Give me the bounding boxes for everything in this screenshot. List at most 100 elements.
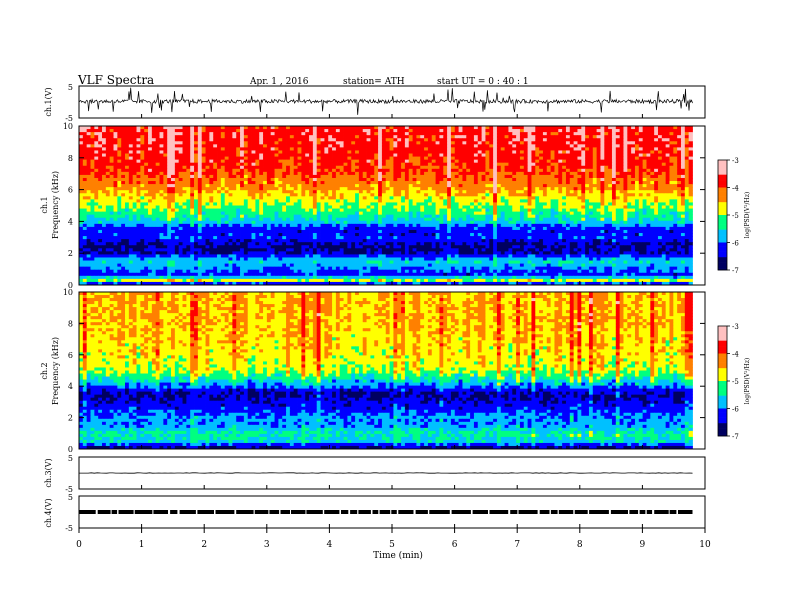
spectrogram-cell <box>374 129 379 133</box>
spectrogram-cell <box>82 174 88 179</box>
spectrogram-cell <box>470 193 475 197</box>
spectrogram-cell <box>673 141 678 145</box>
spectrogram-cell <box>128 129 134 133</box>
spectrogram-cell <box>79 187 84 191</box>
spectrogram-cell <box>608 196 613 200</box>
spectrogram-cell <box>316 162 321 167</box>
spectrogram-cell <box>401 202 406 206</box>
spectrogram-cell <box>374 159 379 164</box>
spectrogram-cell <box>592 217 598 222</box>
spectrogram-cell <box>535 168 540 173</box>
spectrogram-cell <box>634 211 640 216</box>
spectrogram-cell <box>504 217 509 222</box>
spectrogram-cell <box>416 205 421 209</box>
spectrogram-cell <box>163 141 168 145</box>
spectrogram-cell <box>90 177 95 182</box>
spectrogram-cell <box>109 220 114 225</box>
spectrogram-cell <box>646 147 651 151</box>
spectrogram-cell <box>424 214 429 219</box>
spectrogram-cell <box>358 135 364 139</box>
spectrogram-cell <box>619 174 624 179</box>
spectrogram-cell <box>94 144 99 148</box>
spectrogram-cell <box>167 196 172 200</box>
spectrogram-cell <box>374 187 379 191</box>
spectrogram-cell <box>416 141 421 145</box>
spectrogram-cell <box>366 217 371 222</box>
spectrogram-cell <box>255 202 260 206</box>
spectrogram-cell <box>301 196 306 200</box>
spectrogram-cell <box>512 214 517 219</box>
spectrogram-cell <box>485 202 490 206</box>
spectrogram-cell <box>596 214 601 219</box>
spectrogram-cell <box>197 208 203 213</box>
spectrogram-cell <box>615 181 621 185</box>
spectrogram-cell <box>634 193 640 197</box>
spectrogram-cell <box>201 153 206 157</box>
spectrogram-cell <box>117 205 122 209</box>
spectrogram-cell <box>297 177 302 182</box>
spectrogram-cell <box>82 193 88 197</box>
spectrogram-cell <box>355 174 360 179</box>
spectrogram-cell <box>600 187 605 191</box>
spectrogram-cell <box>516 168 521 173</box>
spectrogram-cell <box>117 165 122 170</box>
spectrogram-cell <box>431 129 436 133</box>
spectrogram-cell <box>634 144 640 148</box>
spectrogram-cell <box>684 162 690 167</box>
spectrogram-cell <box>167 174 172 179</box>
spectrogram-cell <box>151 159 157 164</box>
spectrogram-cell <box>404 202 410 206</box>
spectrogram-cell <box>182 159 187 164</box>
spectrogram-cell <box>213 147 218 151</box>
spectrogram-cell <box>397 199 402 203</box>
spectrogram-cell <box>404 171 410 176</box>
spectrogram-cell <box>654 156 659 161</box>
spectrogram-cell <box>113 147 118 151</box>
spectrogram-cell <box>458 193 463 197</box>
spectrogram-cell <box>174 199 180 203</box>
spectrogram-cell <box>343 205 348 209</box>
spectrogram-cell <box>144 156 149 161</box>
spectrogram-cell <box>661 214 667 219</box>
spectrogram-cell <box>677 217 682 222</box>
spectrogram-cell <box>516 153 521 157</box>
spectrogram-cell <box>266 162 272 167</box>
spectrogram-cell <box>669 177 674 182</box>
spectrogram-cell <box>102 126 107 130</box>
spectrogram-cell <box>489 162 494 167</box>
spectrogram-cell <box>604 199 609 203</box>
spectrogram-cell <box>473 177 479 182</box>
spectrogram-cell <box>228 126 233 130</box>
spectrogram-cell <box>266 165 272 170</box>
spectrogram-cell <box>171 211 176 216</box>
spectrogram-cell <box>638 135 644 139</box>
spectrogram-cell <box>109 171 114 176</box>
spectrogram-cell <box>604 168 609 173</box>
spectrogram-cell <box>627 214 632 219</box>
spectrogram-cell <box>305 150 310 154</box>
spectrogram-cell <box>374 177 379 182</box>
spectrogram-cell <box>163 147 168 151</box>
spectrogram-cell <box>523 181 528 185</box>
spectrogram-cell <box>416 196 421 200</box>
spectrogram-cell <box>512 211 517 216</box>
spectrogram-cell <box>516 171 521 176</box>
spectrogram-cell <box>194 177 199 182</box>
spectrogram-cell <box>611 153 617 157</box>
spectrogram-cell <box>136 220 141 225</box>
spectrogram-cell <box>197 135 203 139</box>
spectrogram-cell <box>236 211 241 216</box>
spectrogram-cell <box>401 214 406 219</box>
spectrogram-cell <box>224 144 229 148</box>
spectrogram-cell <box>516 214 521 219</box>
spectrogram-cell <box>447 153 452 157</box>
spectrogram-cell <box>404 132 410 136</box>
spectrogram-cell <box>588 171 594 176</box>
spectrogram-cell <box>450 174 456 179</box>
spectrogram-cell <box>631 217 636 222</box>
spectrogram-cell <box>86 156 91 161</box>
spectrogram-cell <box>588 214 594 219</box>
spectrogram-cell <box>159 165 164 170</box>
spectrogram-cell <box>374 156 379 161</box>
spectrogram-cell <box>634 150 640 154</box>
